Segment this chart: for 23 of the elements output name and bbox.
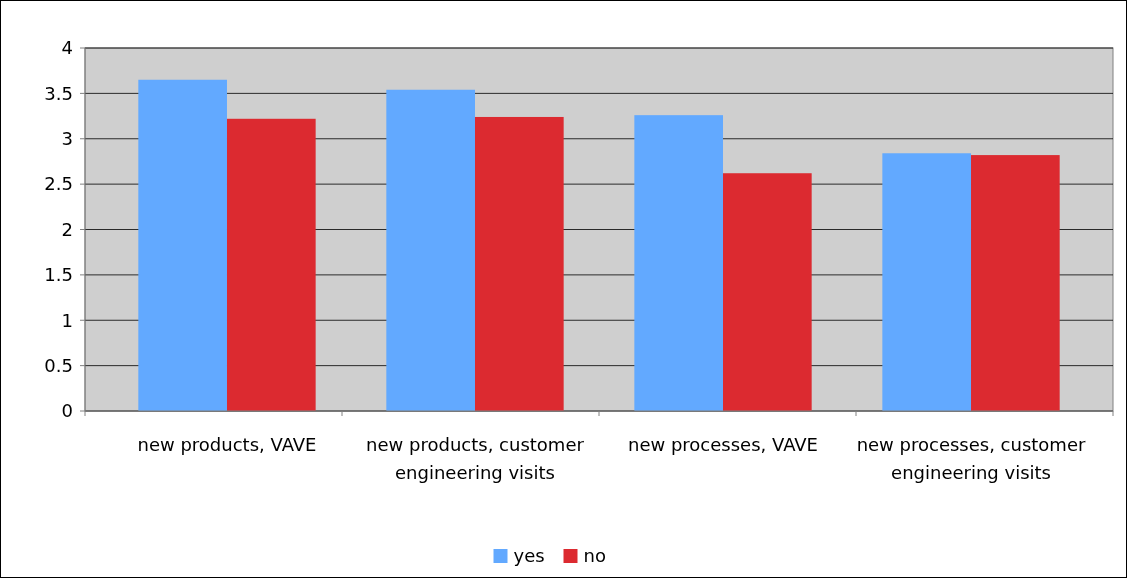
y-tick-label: 3	[61, 128, 73, 150]
x-tick-label: new processes, customer engineering visits	[856, 434, 1086, 483]
bar	[634, 115, 723, 411]
y-tick-label: 1	[61, 309, 73, 331]
y-tick-label: 2.5	[44, 173, 73, 195]
y-tick-label: 2	[61, 218, 73, 240]
x-tick-label: new products, VAVE	[137, 434, 317, 455]
bar	[971, 155, 1060, 411]
x-tick-label: new processes, VAVE	[628, 434, 819, 455]
bar	[138, 79, 227, 411]
y-tick-label: 3.5	[44, 82, 73, 104]
bar	[882, 153, 972, 411]
y-tick-label: 0.5	[44, 354, 73, 376]
x-tick-label: new products, customer engineering visits	[366, 434, 585, 483]
bar	[723, 173, 812, 411]
y-tick-label: 4	[61, 37, 73, 59]
bar	[386, 89, 475, 411]
bar	[226, 118, 316, 411]
bar	[475, 116, 564, 411]
y-tick-label: 1.5	[44, 264, 73, 286]
legend-label: no	[583, 545, 606, 567]
y-tick-label: 0	[61, 400, 73, 422]
legend-label: yes	[513, 545, 545, 567]
